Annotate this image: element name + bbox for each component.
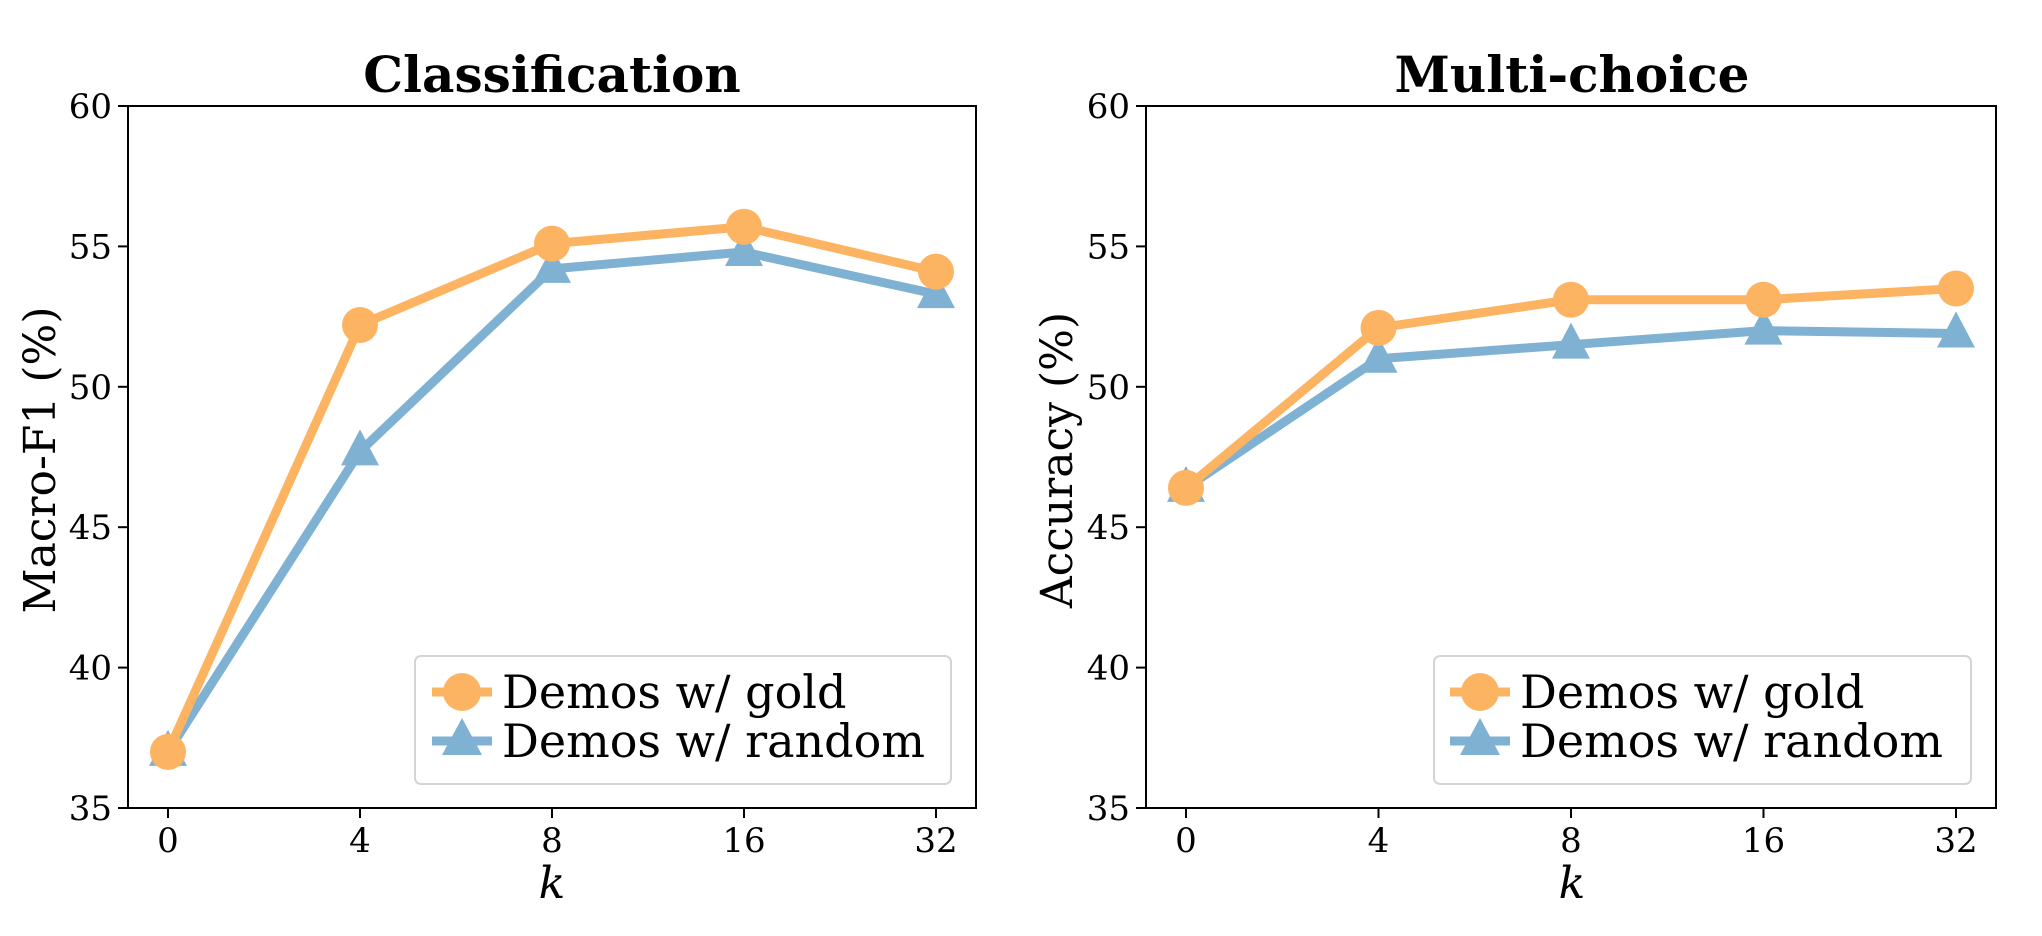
y-tick-label: 45 [69,508,112,548]
chart-panel-multi-choice: Multi-choice Accuracy (%) k 354045505560… [1032,45,1997,909]
series-line-gold [1181,284,1961,493]
y-tick-label: 40 [1087,649,1130,689]
data-point-gold [1360,309,1397,346]
data-marks [149,208,955,770]
ticks: 35 40 45 50 55 60 0 4 8 16 32 [1087,87,1978,861]
data-marks [1167,270,1975,506]
y-tick-label: 35 [1087,789,1130,829]
y-tick-label: 60 [1087,87,1130,127]
y-tick-label: 60 [69,87,112,127]
data-point-gold [1168,469,1204,506]
x-axis-label: k [539,858,566,909]
x-tick-label: 0 [1175,821,1197,861]
legend-marker-gold [443,673,481,711]
y-tick-label: 55 [69,227,112,267]
y-tick-label: 50 [69,368,112,408]
data-point-random [1359,336,1398,373]
plot-frame [127,105,977,809]
legend-box [1433,655,1972,785]
x-tick-label: 16 [1742,821,1785,861]
legend-label-gold: Demos w/ gold [1520,665,1864,719]
data-point-random [1552,322,1590,359]
data-point-gold [918,253,954,290]
data-point-gold [150,733,186,770]
data-point-random [917,272,955,309]
x-tick-label: 32 [914,821,957,861]
y-tick-label: 35 [69,789,112,829]
data-point-gold [1745,281,1782,318]
x-tick-label: 16 [722,821,765,861]
data-point-random [1744,308,1783,345]
data-point-random [341,429,379,466]
plot-frame [1145,105,1997,809]
legend-label-random: Demos w/ random [1520,714,1943,768]
legend-label-random: Demos w/ random [502,714,925,768]
legend: Demos w/ gold Demos w/ random [1433,655,1972,785]
ticks: 35 40 45 50 55 60 0 4 8 16 32 [69,87,958,861]
data-point-gold [1938,270,1974,307]
x-tick-label: 4 [349,821,371,861]
data-point-random [533,246,571,283]
data-point-random [725,230,763,267]
y-tick-label: 50 [1087,368,1130,408]
data-point-random [1937,311,1975,348]
x-tick-label: 0 [157,821,179,861]
legend-marker-random [1460,718,1500,755]
legend-box [414,655,952,785]
chart-title: Multi-choice [1395,45,1750,104]
y-tick-label: 55 [1087,227,1130,267]
chart-title: Classification [363,45,740,104]
x-axis-label: k [1559,858,1586,909]
data-point-gold [342,307,378,344]
legend-marker-random [442,718,482,755]
x-tick-label: 8 [541,821,563,861]
y-tick-label: 40 [69,649,112,689]
data-point-gold [726,208,762,245]
y-axis-label: Macro-F1 (%) [15,307,66,614]
data-point-gold [1553,281,1589,318]
legend-marker-gold [1461,673,1499,711]
data-point-gold [534,225,570,262]
x-tick-label: 4 [1368,821,1390,861]
x-tick-label: 8 [1560,821,1582,861]
legend: Demos w/ gold Demos w/ random [414,655,952,785]
chart-panel-classification: Classification Macro-F1 (%) k 3540455055… [15,45,977,909]
y-tick-label: 45 [1087,508,1130,548]
y-axis-label: Accuracy (%) [1032,312,1083,609]
legend-label-gold: Demos w/ gold [502,665,846,719]
x-tick-label: 32 [1934,821,1977,861]
